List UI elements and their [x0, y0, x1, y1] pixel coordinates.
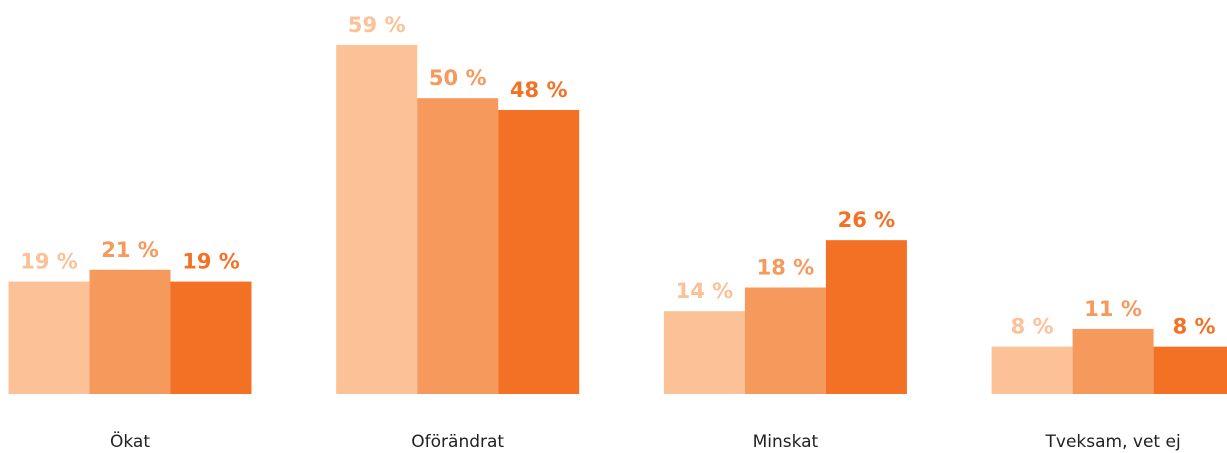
value-label: 48 %	[510, 78, 568, 102]
x-tick-label: Tveksam, vet ej	[1045, 432, 1181, 452]
value-label: 59 %	[348, 13, 406, 37]
x-tick-label: Minskat	[753, 432, 819, 452]
value-label: 8 %	[1011, 315, 1054, 339]
bar	[1153, 346, 1227, 394]
x-tick-label: Ökat	[110, 430, 150, 452]
value-label: 26 %	[838, 208, 896, 232]
bar	[417, 98, 499, 395]
bar	[663, 311, 745, 394]
value-label: 8 %	[1173, 315, 1216, 339]
bar	[336, 44, 418, 395]
value-label: 18 %	[757, 256, 815, 280]
bar	[1072, 328, 1154, 394]
value-label: 14 %	[676, 279, 734, 303]
x-tick-label: Oförändrat	[411, 432, 504, 452]
bar	[8, 281, 90, 394]
value-label: 19 %	[182, 250, 240, 274]
bar	[498, 110, 580, 394]
value-label: 21 %	[101, 238, 159, 262]
bar	[991, 346, 1073, 394]
bar	[744, 287, 826, 394]
value-label: 50 %	[429, 66, 487, 90]
value-label: 11 %	[1084, 297, 1142, 321]
bar	[170, 281, 252, 394]
value-label: 19 %	[20, 250, 78, 274]
bar	[825, 240, 907, 394]
bar	[89, 269, 171, 394]
